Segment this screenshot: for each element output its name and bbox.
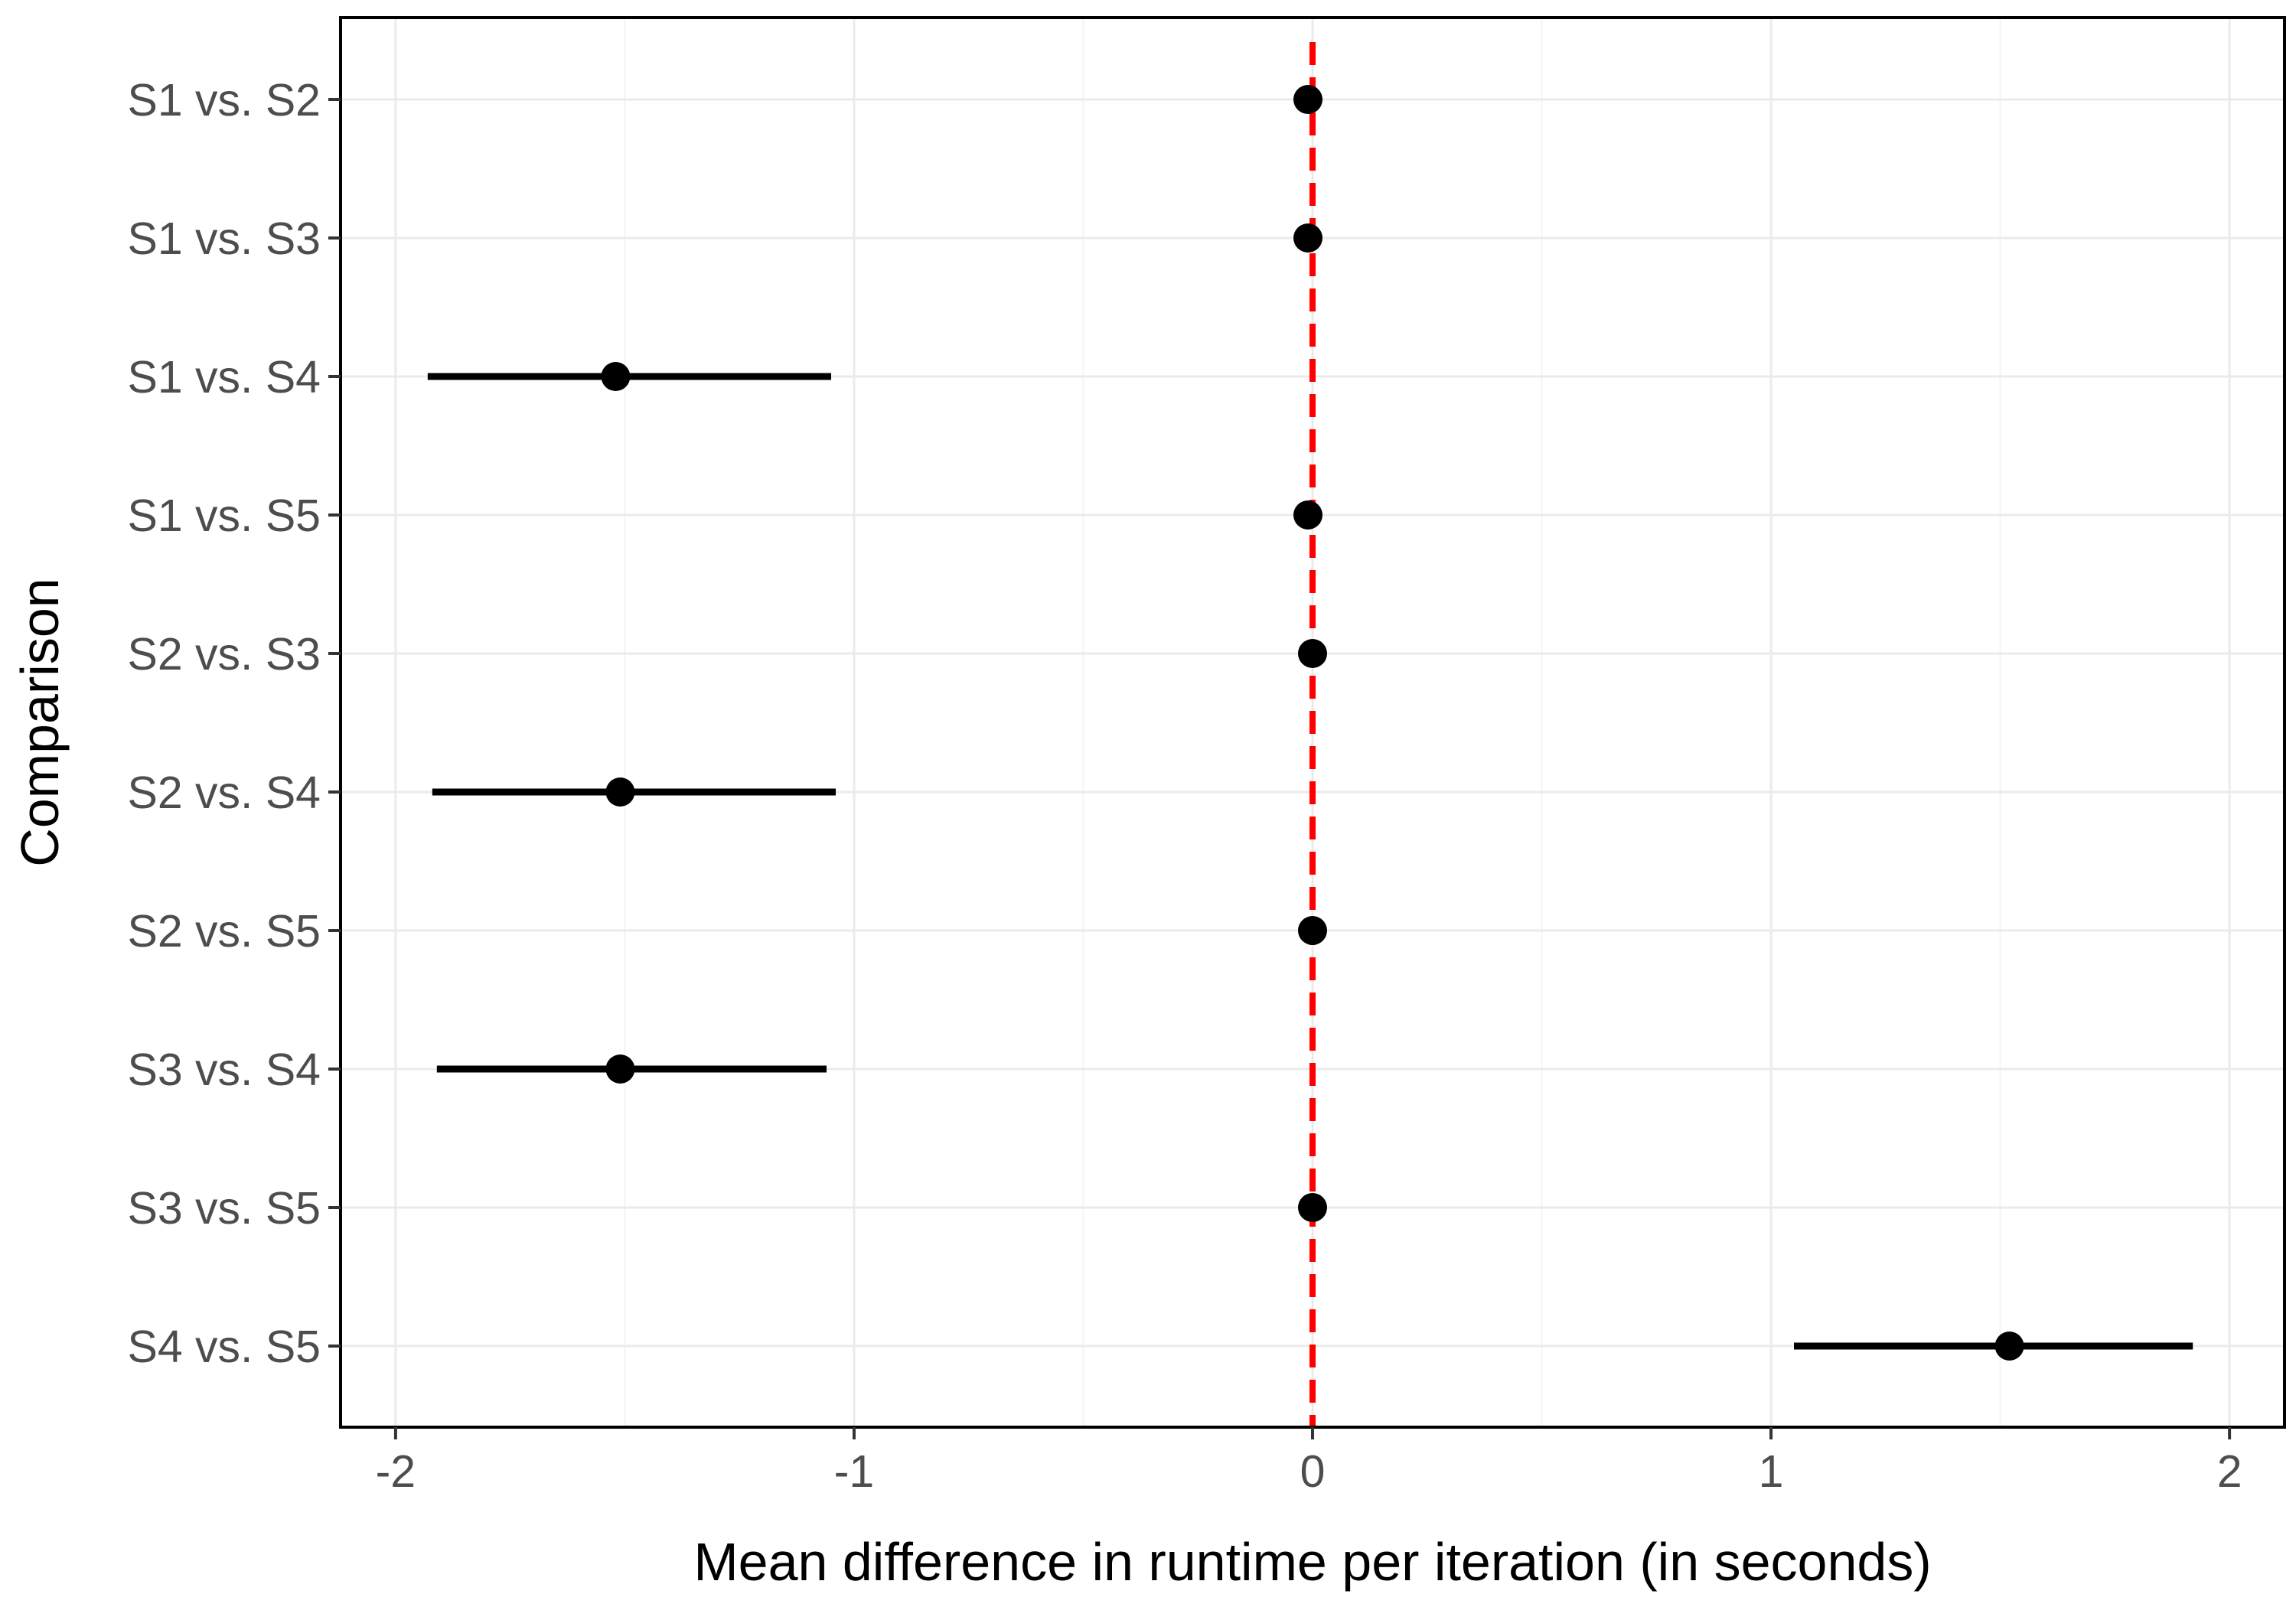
y-tick-label: S3 vs. S4 bbox=[127, 1045, 321, 1095]
x-axis-title: Mean difference in runtime per iteration… bbox=[693, 1532, 1931, 1592]
y-tick-label: S1 vs. S4 bbox=[127, 352, 321, 403]
x-tick-label: -1 bbox=[834, 1446, 874, 1497]
x-tick-label: 1 bbox=[1759, 1446, 1784, 1497]
y-tick-label: S3 vs. S5 bbox=[127, 1183, 321, 1234]
y-tick-label: S2 vs. S4 bbox=[127, 768, 321, 818]
point-estimate bbox=[1298, 1193, 1327, 1222]
point-estimate bbox=[605, 1054, 635, 1084]
point-estimate bbox=[1994, 1332, 2024, 1361]
point-estimate bbox=[601, 362, 631, 391]
x-tick-label: 2 bbox=[2217, 1446, 2242, 1497]
data-marks bbox=[427, 85, 2193, 1361]
point-estimate bbox=[1293, 500, 1323, 530]
y-tick-label: S1 vs. S5 bbox=[127, 491, 321, 541]
y-tick-label: S1 vs. S2 bbox=[127, 75, 321, 125]
point-estimate bbox=[605, 777, 635, 807]
x-tick-label: -2 bbox=[376, 1446, 416, 1497]
y-tick-label: S1 vs. S3 bbox=[127, 214, 321, 264]
y-tick-label: S4 vs. S5 bbox=[127, 1322, 321, 1372]
point-estimate bbox=[1298, 916, 1327, 945]
y-tick-label: S2 vs. S3 bbox=[127, 629, 321, 680]
point-estimate bbox=[1293, 223, 1323, 253]
axes: -2 -1 0 1 2 S1 vs. S2 S1 vs. S3 S1 vs. S4 S1 vs.… bbox=[127, 75, 2242, 1497]
point-estimate bbox=[1298, 639, 1327, 668]
y-axis-title: Comparison bbox=[10, 578, 70, 866]
point-estimate bbox=[1293, 85, 1323, 114]
y-tick-label: S2 vs. S5 bbox=[127, 906, 321, 957]
x-tick-label: 0 bbox=[1300, 1446, 1326, 1497]
